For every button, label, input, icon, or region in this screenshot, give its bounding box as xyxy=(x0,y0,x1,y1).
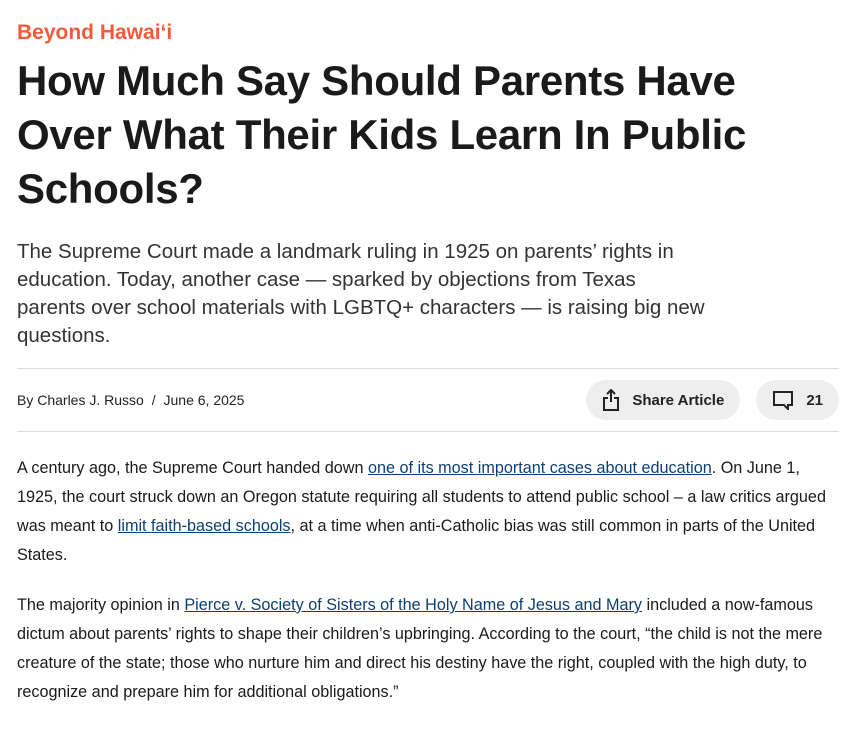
deck: The Supreme Court made a landmark ruling… xyxy=(17,240,705,347)
share-icon xyxy=(602,389,620,411)
comments-count: 21 xyxy=(806,391,823,409)
byline-separator: / xyxy=(151,392,156,408)
text: . On June 1, 1925, the court struck down… xyxy=(17,459,826,535)
byline: By Charles J. Russo / June 6, 2025 xyxy=(17,392,570,408)
paragraph: A century ago, the Supreme Court handed … xyxy=(17,454,832,570)
link-faith-based-schools[interactable]: limit faith-based schools xyxy=(117,517,291,535)
article-meta-bar: By Charles J. Russo / June 6, 2025 Share… xyxy=(17,368,839,432)
share-article-button[interactable]: Share Article xyxy=(586,380,741,420)
link-pierce-case[interactable]: Pierce v. Society of Sisters of the Holy… xyxy=(184,596,642,614)
comment-icon xyxy=(772,390,794,410)
share-label: Share Article xyxy=(632,391,725,409)
author[interactable]: By Charles J. Russo xyxy=(17,392,144,408)
article: Beyond Hawaiʻi How Much Say Should Paren… xyxy=(0,20,844,707)
text: The majority opinion in xyxy=(17,596,185,614)
paragraph: The majority opinion in Pierce v. Societ… xyxy=(17,591,832,707)
comments-button[interactable]: 21 xyxy=(756,380,839,420)
link-important-cases[interactable]: one of its most important cases about ed… xyxy=(367,459,712,477)
text: , at a time when anti-Catholic bias was … xyxy=(17,517,816,564)
headline: How Much Say Should Parents Have Over Wh… xyxy=(17,57,746,212)
text: included a now-famous dictum about paren… xyxy=(17,596,823,701)
text: A century ago, the Supreme Court handed … xyxy=(17,459,368,477)
section-kicker[interactable]: Beyond Hawaiʻi xyxy=(17,21,173,44)
article-body: A century ago, the Supreme Court handed … xyxy=(17,454,840,707)
publish-date: June 6, 2025 xyxy=(163,392,245,408)
